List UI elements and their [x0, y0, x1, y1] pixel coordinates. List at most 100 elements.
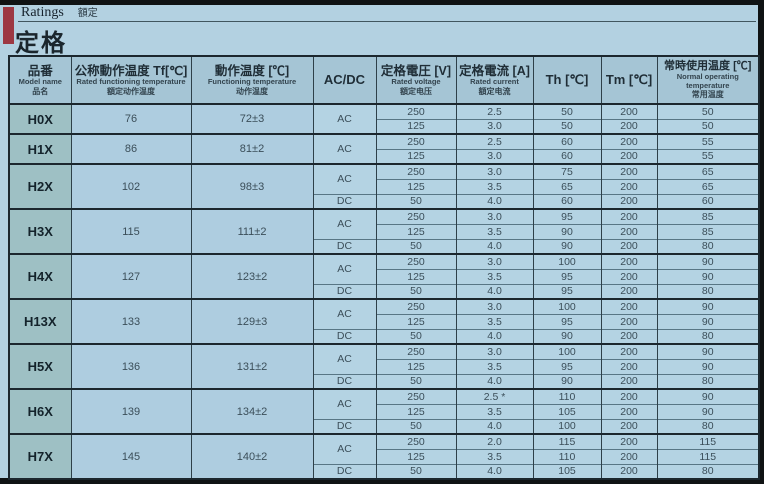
tf-cell: 86	[70, 133, 191, 164]
acdc-cell: DC	[312, 463, 376, 479]
current-cell: 2.0	[455, 433, 533, 449]
acdc-cell: DC	[312, 328, 376, 344]
th-cell: 90	[532, 373, 601, 389]
th-cell: 105	[532, 403, 601, 419]
table-row: H5X 136 131±2 AC 250 3.0 100 200 90	[8, 343, 759, 389]
tm-cell: 200	[600, 388, 657, 404]
current-cell: 4.0	[455, 463, 533, 479]
normal-temp-cell: 80	[656, 463, 759, 479]
header-model-cn: 品名	[32, 86, 49, 96]
table-row: 125 3.5 95 200 90	[9, 358, 759, 374]
tm-cell: 200	[600, 133, 657, 149]
current-cell: 4.0	[455, 238, 533, 254]
header-model-jp: 品番	[27, 63, 53, 78]
current-cell: 4.0	[455, 418, 533, 434]
table-row: H4X 127 123±2 AC 250 3.0 100 200 90	[8, 253, 759, 299]
normal-temp-cell: 80	[656, 373, 759, 389]
model-cell: H2X	[8, 163, 71, 209]
tm-cell: 200	[600, 268, 657, 284]
th-cell: 95	[532, 268, 601, 284]
ratings-table: 品番 Model name 品名 公称動作温度 Tf[℃] Rated func…	[8, 55, 760, 480]
th-cell: 95	[532, 313, 601, 329]
current-cell: 2.5	[455, 103, 533, 119]
header-functioning-temp: 動作温度 [℃] Functioning temperature 动作温度	[190, 56, 313, 105]
ft-cell: 140±2	[190, 433, 313, 479]
header-rated-current-en: Rated current	[470, 77, 519, 87]
current-cell: 3.5	[455, 448, 533, 464]
tf-cell: 102	[70, 163, 191, 209]
acdc-cell: DC	[312, 373, 376, 389]
tf-cell: 133	[70, 298, 191, 344]
voltage-cell: 125	[375, 223, 456, 239]
th-cell: 95	[532, 358, 601, 374]
table-row: H2X 102 98±3 AC 250 3.0 75 200 65	[8, 163, 759, 209]
th-cell: 90	[532, 328, 601, 344]
header-tm: Tm [℃]	[600, 56, 657, 105]
header-rated-voltage-en: Rated voltage	[391, 77, 441, 87]
ft-cell: 81±2	[190, 133, 313, 164]
tm-cell: 200	[600, 148, 657, 164]
header-tm-label: Tm [℃]	[605, 71, 653, 87]
table-row: H1X 86 81±2 AC 250 2.5 60 200 55	[8, 133, 759, 164]
header-divider	[18, 21, 756, 22]
th-cell: 110	[532, 448, 601, 464]
current-cell: 2.5	[455, 133, 533, 149]
th-cell: 50	[532, 103, 601, 119]
acdc-cell: DC	[312, 283, 376, 299]
voltage-cell: 250	[375, 433, 456, 449]
current-cell: 3.0	[455, 343, 533, 359]
current-cell: 3.0	[455, 163, 533, 179]
tm-cell: 200	[600, 463, 657, 479]
normal-temp-cell: 85	[656, 223, 759, 239]
tm-cell: 200	[600, 118, 657, 134]
acdc-cell: AC	[312, 343, 376, 374]
acdc-cell: AC	[312, 163, 376, 194]
acdc-cell: AC	[312, 388, 376, 419]
tm-cell: 200	[600, 283, 657, 299]
voltage-cell: 250	[375, 298, 456, 314]
normal-temp-cell: 80	[656, 283, 759, 299]
header-normal-operating-temp-cn: 常用温度	[691, 90, 724, 100]
tm-cell: 200	[600, 223, 657, 239]
th-cell: 100	[532, 418, 601, 434]
th-cell: 100	[532, 343, 601, 359]
th-cell: 90	[532, 223, 601, 239]
ratings-table-body: H0X 76 72±3 AC 250 2.5 50 200 50 125 3.0 50 200 50 H1X…	[8, 103, 759, 479]
normal-temp-cell: 50	[656, 118, 759, 134]
current-cell: 3.5	[455, 358, 533, 374]
tm-cell: 200	[600, 103, 657, 119]
table-row: DC 50 4.0 90 200 80	[9, 238, 759, 254]
tm-cell: 200	[600, 418, 657, 434]
section-label-en: Ratings	[21, 5, 64, 20]
tm-cell: 200	[600, 343, 657, 359]
model-cell: H6X	[8, 388, 71, 434]
th-cell: 60	[532, 133, 601, 149]
model-cell: H7X	[8, 433, 71, 479]
table-row: DC 50 4.0 90 200 80	[9, 328, 759, 344]
normal-temp-cell: 90	[656, 253, 759, 269]
table-header-row: 品番 Model name 品名 公称動作温度 Tf[℃] Rated func…	[8, 56, 759, 105]
voltage-cell: 125	[375, 178, 456, 194]
voltage-cell: 50	[375, 463, 456, 479]
voltage-cell: 125	[375, 313, 456, 329]
acdc-cell: AC	[312, 298, 376, 329]
header-functioning-temp-cn: 动作温度	[236, 86, 268, 96]
ft-cell: 134±2	[190, 388, 313, 434]
header-normal-operating-temp-en: Normal operating temperature	[676, 72, 739, 90]
tm-cell: 200	[600, 208, 657, 224]
table-row: 125 3.5 95 200 90	[9, 268, 759, 284]
tf-cell: 145	[70, 433, 191, 479]
voltage-cell: 125	[375, 118, 456, 134]
current-cell: 2.5 *	[455, 388, 533, 404]
th-cell: 75	[532, 163, 601, 179]
tm-cell: 200	[600, 313, 657, 329]
tm-cell: 200	[600, 253, 657, 269]
tm-cell: 200	[600, 433, 657, 449]
th-cell: 105	[532, 463, 601, 479]
tm-cell: 200	[600, 238, 657, 254]
current-cell: 3.0	[455, 148, 533, 164]
header-functioning-temp-en: Functioning temperature	[207, 77, 297, 87]
header-th: Th [℃]	[532, 56, 601, 105]
section-label-cn: 額定	[77, 8, 98, 19]
acdc-cell: AC	[312, 253, 376, 284]
